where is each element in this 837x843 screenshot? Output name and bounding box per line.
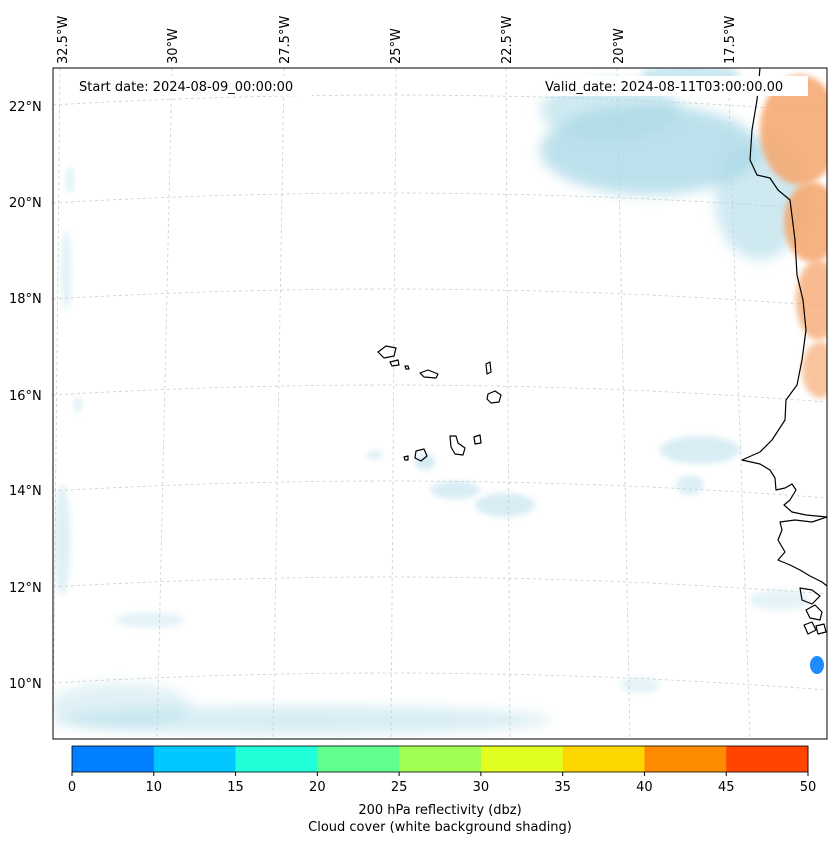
lat-label: 18°N: [9, 292, 42, 307]
graticule: [53, 68, 827, 739]
lat-label: 22°N: [9, 100, 42, 115]
colorbar-segment: [72, 746, 155, 772]
colorbar-tick-label: 0: [68, 780, 76, 795]
reflectivity-patch: [810, 656, 824, 674]
parallel-10n: [53, 672, 827, 691]
parallel-12n: [53, 576, 827, 595]
colorbar-tick-label: 45: [718, 780, 735, 795]
colorbar-segment: [644, 746, 727, 772]
lat-label: 14°N: [9, 484, 42, 499]
latitude-labels: 22°N 20°N 18°N 16°N 14°N 12°N 10°N: [9, 100, 42, 692]
cloud-patch: [53, 485, 71, 595]
lon-label: 32.5°W: [56, 16, 71, 64]
colorbar-segment: [726, 746, 809, 772]
reflectivity-patch: [796, 260, 827, 340]
colorbar-tick-label: 10: [146, 780, 163, 795]
valid-date-label: Valid_date: 2024-08-11T03:00:00.00: [545, 80, 783, 95]
parallel-22n: [53, 94, 827, 113]
cloud-patch: [66, 166, 74, 194]
cloud-patch: [620, 677, 660, 693]
colorbar-tick-label: 50: [800, 780, 817, 795]
island-maio: [473, 434, 482, 445]
cloud-patch: [415, 454, 435, 470]
colorbar-segment: [399, 746, 482, 772]
longitude-labels: 32.5°W 30°W 27.5°W 25°W 22.5°W 20°W 17.5…: [56, 16, 738, 64]
valid-date-box: [538, 76, 808, 96]
lon-label: 20°W: [612, 28, 627, 64]
island-brava: [403, 455, 409, 461]
coastlines: [377, 68, 827, 635]
colorbar-label-line1: 200 hPa reflectivity (dbz): [358, 803, 521, 818]
lon-label: 22.5°W: [500, 16, 515, 64]
colorbar-tick-label: 20: [309, 780, 326, 795]
cloud-patch: [115, 612, 185, 628]
colorbar-label-line2: Cloud cover (white background shading): [308, 820, 572, 835]
island-sao-vicente: [389, 359, 400, 367]
colorbar: 0 10 15 20 25 30 35 40 45 50: [68, 745, 817, 795]
lon-label: 25°W: [389, 28, 404, 64]
colorbar-tick-label: 35: [554, 780, 571, 795]
colorbar-tick-label: 30: [473, 780, 490, 795]
lat-label: 16°N: [9, 389, 42, 404]
cloud-patch: [60, 230, 72, 310]
lon-label: 30°W: [166, 28, 181, 64]
meridian-27-5w: [272, 68, 285, 739]
africa-coastline-south: [777, 516, 827, 587]
island-santa-luzia: [404, 365, 410, 370]
meridian-17-5w: [727, 68, 751, 739]
colorbar-segment: [235, 746, 318, 772]
meridian-25w: [390, 68, 397, 739]
island-boa-vista: [486, 390, 502, 404]
parallel-20n: [53, 192, 827, 211]
lat-label: 10°N: [9, 677, 42, 692]
cloud-patch: [430, 481, 480, 499]
island-santo-antao: [377, 345, 397, 359]
meridian-32-5w: [53, 68, 61, 739]
lon-label: 17.5°W: [723, 16, 738, 64]
reflectivity-patch: [760, 75, 827, 185]
bissau-islands: [799, 587, 821, 605]
colorbar-segment: [562, 746, 645, 772]
cloud-patch: [660, 436, 740, 464]
island-fogo: [414, 448, 428, 462]
island-santiago: [449, 435, 466, 456]
island-sao-nicolau: [419, 369, 439, 379]
lat-label: 20°N: [9, 196, 42, 211]
cloud-patch: [750, 590, 810, 610]
colorbar-tick-label: 40: [636, 780, 653, 795]
parallel-16n: [53, 384, 827, 403]
cloud-patch: [53, 683, 190, 727]
lon-label: 27.5°W: [278, 16, 293, 64]
island-sal: [485, 361, 492, 375]
parallel-14n: [53, 480, 827, 499]
parallel-18n: [53, 288, 827, 307]
start-date-label: Start date: 2024-08-09_00:00:00: [79, 80, 293, 95]
reflectivity-patch: [802, 342, 827, 398]
colorbar-tick-label: 15: [227, 780, 244, 795]
cloud-patch: [475, 493, 535, 517]
colorbar-border: [71, 745, 809, 773]
bijagos: [803, 621, 827, 635]
map-border: [52, 67, 828, 740]
start-date-box: [74, 76, 312, 96]
africa-coastline: [741, 68, 827, 518]
guinea-coast: [805, 604, 823, 621]
colorbar-segment: [480, 746, 564, 772]
cloud-patch: [74, 397, 82, 413]
cloud-patch: [367, 450, 383, 460]
cloud-patch: [676, 475, 704, 495]
colorbar-segment: [153, 746, 237, 772]
colorbar-tick-label: 25: [391, 780, 408, 795]
meridian-20w: [616, 68, 631, 739]
colorbar-segment: [317, 746, 400, 772]
meridian-22-5w: [505, 68, 511, 739]
lat-label: 12°N: [9, 581, 42, 596]
